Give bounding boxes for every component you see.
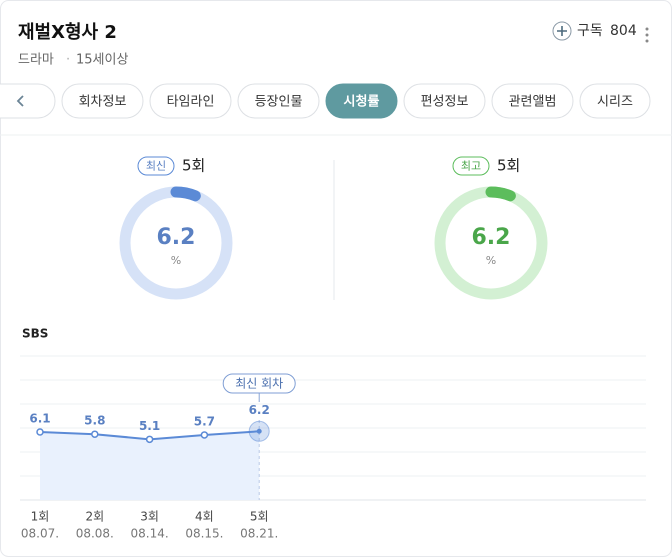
- donut-arc: [485, 186, 516, 202]
- area: [40, 431, 260, 500]
- value-label: 6.1: [29, 412, 50, 426]
- tab-label: 시리즈: [597, 95, 633, 110]
- subscribe-button[interactable]: 구독 804: [552, 21, 637, 41]
- value-label: 6.2: [249, 403, 270, 417]
- rating: 15세이상: [76, 53, 128, 68]
- tab[interactable]: 편성정보: [403, 83, 486, 119]
- channel: SBS: [22, 327, 48, 341]
- dot: ·: [66, 53, 70, 68]
- subscribe-label: 구독: [577, 23, 603, 39]
- tab[interactable]: 시청률: [325, 83, 398, 119]
- badge-bg: [452, 156, 490, 176]
- tab[interactable]: 관련앨범: [491, 83, 574, 119]
- tab-bg: [325, 83, 398, 119]
- x-date-label: 08.07.: [21, 527, 59, 541]
- tab[interactable]: 회차정보: [61, 83, 144, 119]
- tab-bg: [579, 83, 651, 119]
- more-button[interactable]: [645, 27, 649, 43]
- point: [36, 428, 44, 436]
- x-date-label: 08.15.: [185, 527, 223, 541]
- x-tick-label: 5회: [250, 510, 269, 524]
- donut-unit: %: [171, 254, 181, 267]
- x-tick-label: 2회: [85, 510, 104, 524]
- annotation: 최신 회차: [235, 377, 283, 391]
- tab-bg: [403, 83, 486, 119]
- x-date-label: 08.08.: [76, 527, 114, 541]
- badge-bg: [137, 156, 175, 176]
- x-tick-label: 1회: [31, 510, 50, 524]
- tab-bg: [491, 83, 574, 119]
- x-tick-label: 3회: [140, 510, 159, 524]
- tab-bg: [237, 83, 320, 119]
- tab-bg: [61, 83, 144, 119]
- tab-label: 시청률: [344, 94, 380, 110]
- value-label: 5.1: [139, 419, 160, 433]
- donut-value: 6.2: [472, 225, 511, 250]
- episode: 5회: [182, 157, 205, 175]
- tab-back[interactable]: [0, 83, 56, 119]
- donut-value: 6.2: [157, 225, 196, 250]
- point: [256, 428, 262, 434]
- point: [91, 430, 99, 438]
- tab[interactable]: 타임라인: [149, 83, 232, 119]
- tab-label: 타임라인: [167, 95, 215, 110]
- plus-icon: [557, 26, 567, 36]
- donut-unit: %: [486, 254, 496, 267]
- genre: 드라마: [18, 53, 54, 68]
- episode: 5회: [497, 157, 520, 175]
- value-label: 5.7: [194, 414, 215, 428]
- donut-arc: [170, 186, 201, 202]
- tab-label: 등장인물: [255, 95, 303, 110]
- x-tick-label: 4회: [195, 510, 214, 524]
- x-date-label: 08.14.: [131, 527, 169, 541]
- annotation-box: [222, 373, 296, 394]
- tab-bg: [149, 83, 232, 119]
- tab-label: 관련앨범: [509, 95, 557, 110]
- tab-label: 회차정보: [79, 95, 127, 110]
- subscriber-count: 804: [610, 23, 637, 39]
- tab-label: 편성정보: [421, 95, 469, 110]
- tab[interactable]: 시리즈: [579, 83, 651, 119]
- x-date-label: 08.21.: [240, 527, 278, 541]
- value-label: 5.8: [84, 414, 105, 428]
- point: [200, 431, 209, 439]
- point: [145, 435, 154, 444]
- badge: 최신: [146, 160, 166, 173]
- badge: 최고: [461, 160, 481, 173]
- title: 재벌X형사 2: [18, 22, 117, 43]
- tab[interactable]: 등장인물: [237, 83, 320, 119]
